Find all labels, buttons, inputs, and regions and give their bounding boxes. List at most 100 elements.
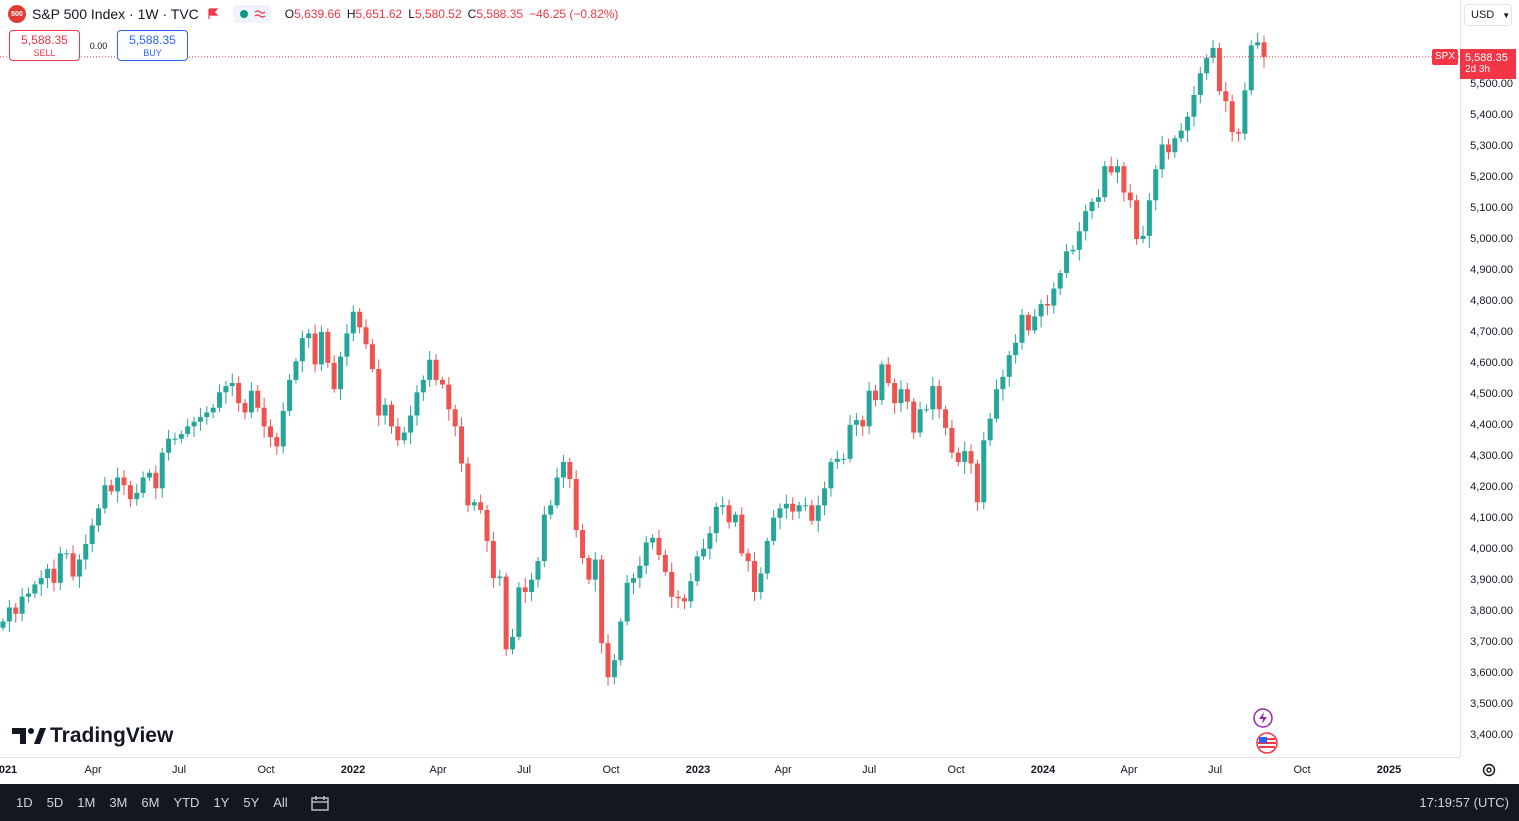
chart-plot-area[interactable] [0,0,1460,757]
candle [968,444,974,474]
range-buttons: 1D 5D 1M 3M 6M YTD 1Y 5Y All [0,795,288,810]
candle [631,573,636,595]
candle-body [847,424,853,459]
price-tick-label: 5,400.00 [1470,109,1513,122]
symbol-logo: 500 [8,5,26,23]
candle [1153,164,1159,211]
candle-body [752,561,758,593]
range-button-ytd[interactable]: YTD [173,795,200,810]
candle-body [229,383,235,387]
candle-body [701,548,707,557]
candle [223,380,229,405]
range-button-1d[interactable]: 1D [16,795,33,810]
candle [790,497,796,521]
price-tick-label: 3,700.00 [1470,635,1513,648]
candle-body [484,509,490,541]
price-tick-label: 4,000.00 [1470,542,1513,555]
candle-body [401,432,407,441]
sell-button[interactable]: 5,588.35 SELL [9,30,80,61]
candle-body [369,344,375,370]
candle-body [745,553,751,562]
gear-icon[interactable] [1481,762,1497,778]
candle [344,324,350,366]
candle-body [293,361,299,380]
candle [535,557,541,588]
range-button-1y[interactable]: 1Y [213,795,230,810]
range-button-1m[interactable]: 1M [77,795,96,810]
candle-body [1083,211,1089,232]
candle [987,413,993,446]
us-flag-event-icon[interactable] [1253,732,1281,754]
price-axis[interactable]: 3,400.00 3,500.00 3,600.00 3,700.00 3,800.00… [1460,0,1519,757]
ohlc-value: 5,588.35 [476,7,524,21]
candle-body [809,505,815,521]
candle [1044,295,1050,316]
lightning-event-icon[interactable] [1253,708,1273,728]
candle-body [694,556,700,582]
candle [802,497,808,511]
ohlc-key: C [467,7,477,21]
time-tick-label: Oct [257,764,275,776]
candle-body [115,477,121,492]
buy-button[interactable]: 5,588.35 BUY [117,30,188,61]
candle-body [427,359,433,380]
candle [51,559,57,592]
candle-body [1159,144,1165,170]
candle [669,562,675,608]
candle [1172,135,1178,158]
candle-body [312,333,318,365]
candle [1236,128,1242,142]
price-tick-label: 4,400.00 [1470,418,1513,431]
ohlc-item: L5,580.52 [408,7,461,21]
candle [261,397,267,438]
utc-clock[interactable]: 17:19:57 (UTC) [1419,795,1509,810]
range-button-6m[interactable]: 6M [141,795,160,810]
candle [267,419,273,448]
candle-body [892,383,898,404]
candle-body [325,331,331,363]
price-tick-label: 4,900.00 [1470,263,1513,276]
calendar-icon[interactable] [310,795,330,811]
range-button-all[interactable]: All [273,795,288,810]
candle-body [236,383,242,404]
candle [490,531,496,588]
tradingview-logo[interactable]: TradingView [12,724,173,748]
range-button-5y[interactable]: 5Y [243,795,260,810]
candle-body [923,409,929,411]
candle-body [191,421,197,427]
time-tick-label: Apr [84,764,102,776]
candle [720,496,726,515]
candle-body [420,379,426,393]
candle [541,506,547,568]
range-button-3m[interactable]: 3M [109,795,128,810]
candle [325,328,331,368]
candle [64,549,70,559]
candle [637,556,643,589]
candle-body [560,461,566,478]
candle [580,524,586,564]
candle [1248,40,1254,96]
currency-selector[interactable]: USD ▼ [1464,4,1512,26]
range-button-5d[interactable]: 5D [46,795,64,810]
candle [522,577,528,603]
candle-body [331,362,337,390]
candle-body [1000,376,1006,390]
candle-body [1165,144,1171,153]
candle-body [796,505,802,512]
candle [618,618,624,666]
candle [242,399,248,420]
candle [350,305,356,342]
candle-body [121,477,127,486]
price-tick-label: 4,800.00 [1470,294,1513,307]
bar-countdown: 2d 3h [1465,64,1491,76]
candle-body [853,420,859,425]
candle [108,479,114,496]
flag-icon[interactable] [207,8,219,20]
candlestick-chart[interactable] [0,0,1460,757]
candle [178,430,184,444]
time-axis[interactable]: 021 Apr Jul Oct 2022 Apr Jul Oct 2023 Apr Jul Oct 20… [0,757,1460,784]
chart-title[interactable]: S&P 500 Index · 1W · TVC [32,6,199,22]
chart-legend: 500 S&P 500 Index · 1W · TVC O5,639.66 H5… [8,4,618,24]
candle [822,481,828,516]
candle-body [860,420,866,427]
